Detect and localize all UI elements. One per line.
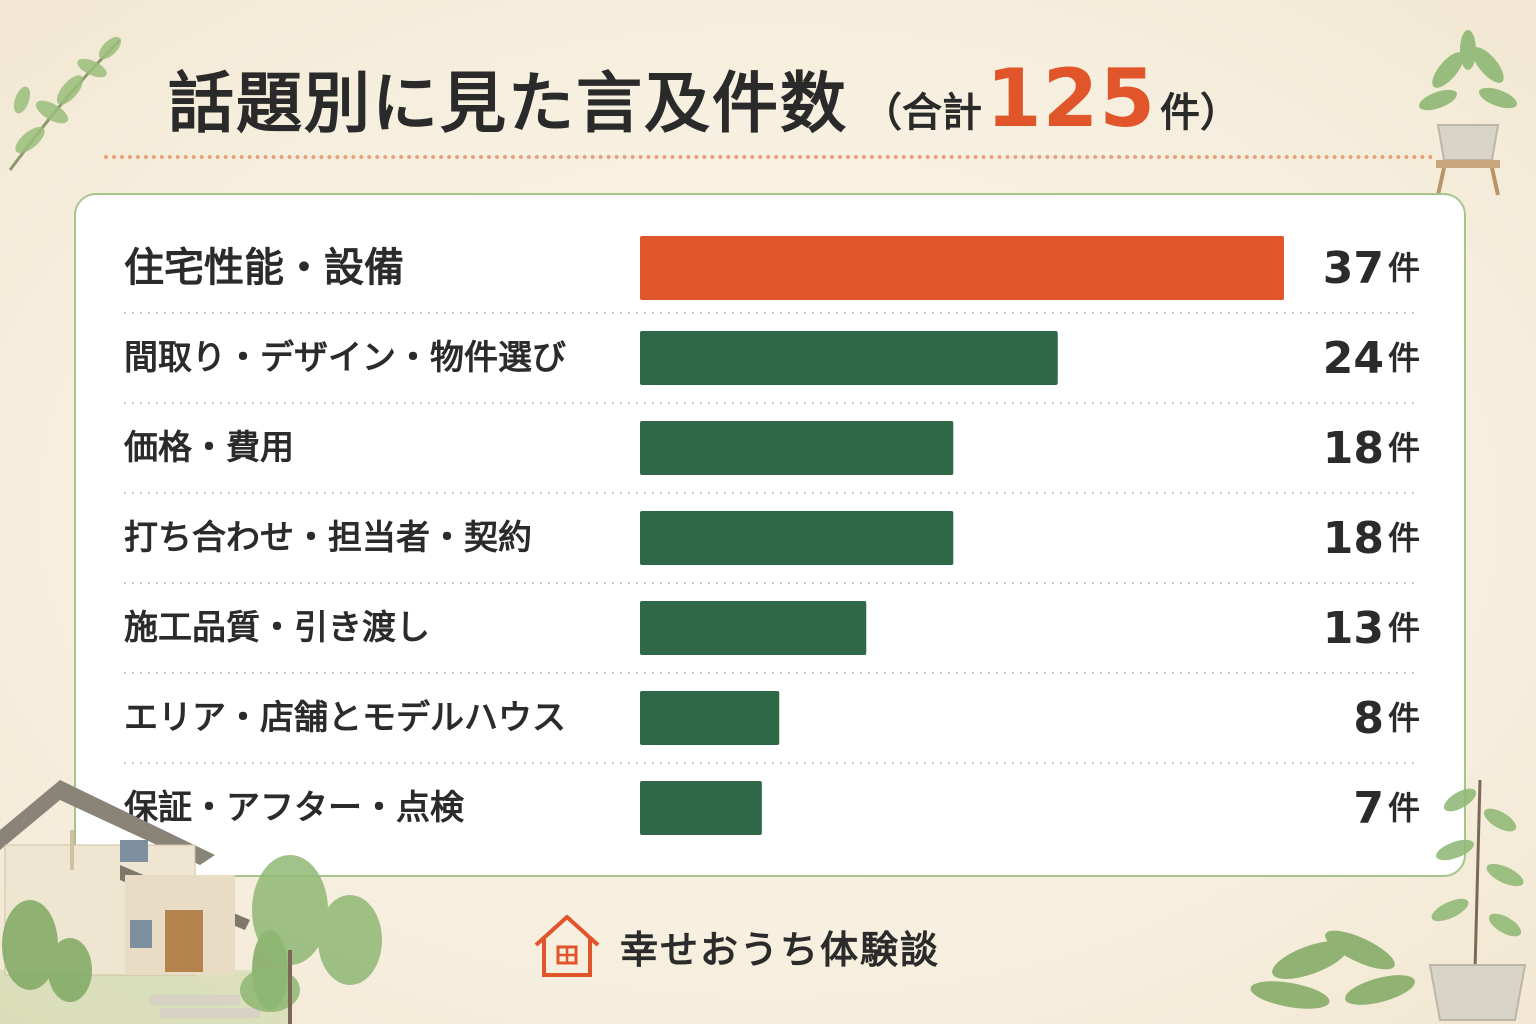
bar (640, 691, 780, 745)
title-paren-close: 件） (1160, 90, 1240, 136)
house-icon (534, 915, 600, 977)
chart-panel: 住宅性能・設備 37 件間取り・デザイン・物件選び 24 件価格・費用 18 件打ち合わせ・… (74, 193, 1466, 877)
bar (640, 331, 1058, 385)
category-label: エリア・店舗とモデルハウス (124, 698, 566, 738)
leaf-branch-icon (8, 36, 122, 171)
category-label: 施工品質・引き渡し (124, 608, 430, 648)
title-main: 話題別に見た言及件数 (168, 65, 848, 142)
value-label: 18 件 (1323, 423, 1420, 474)
title-paren-open: （合計 (862, 90, 982, 136)
bar (640, 421, 954, 475)
potted-plant-icon (1250, 779, 1527, 1021)
footer-brand: 幸せおうち体験談 (530, 908, 940, 984)
potted-plant-icon (1419, 30, 1517, 196)
category-label: 価格・費用 (123, 428, 294, 468)
category-label: 打ち合わせ・担当者・契約 (124, 518, 532, 558)
house-illustration (0, 780, 290, 1024)
bar (640, 781, 762, 835)
value-label: 18 件 (1323, 513, 1420, 564)
shrub-icon (240, 855, 382, 1024)
value-label: 13 件 (1323, 603, 1420, 654)
bar (640, 511, 954, 565)
chart-title: 話題別に見た言及件数 （合計 125 件） (168, 50, 1240, 145)
value-label: 37 件 (1323, 243, 1420, 294)
bar (640, 236, 1284, 300)
value-label: 24 件 (1323, 333, 1420, 384)
category-label: 間取り・デザイン・物件選び (124, 338, 566, 378)
category-label: 保証・アフター・点検 (124, 788, 465, 828)
brand-name: 幸せおうち体験談 (620, 927, 941, 972)
bar (640, 601, 867, 655)
category-label: 住宅性能・設備 (124, 245, 404, 291)
title-divider (104, 155, 1434, 159)
title-total: 125 (986, 52, 1156, 145)
